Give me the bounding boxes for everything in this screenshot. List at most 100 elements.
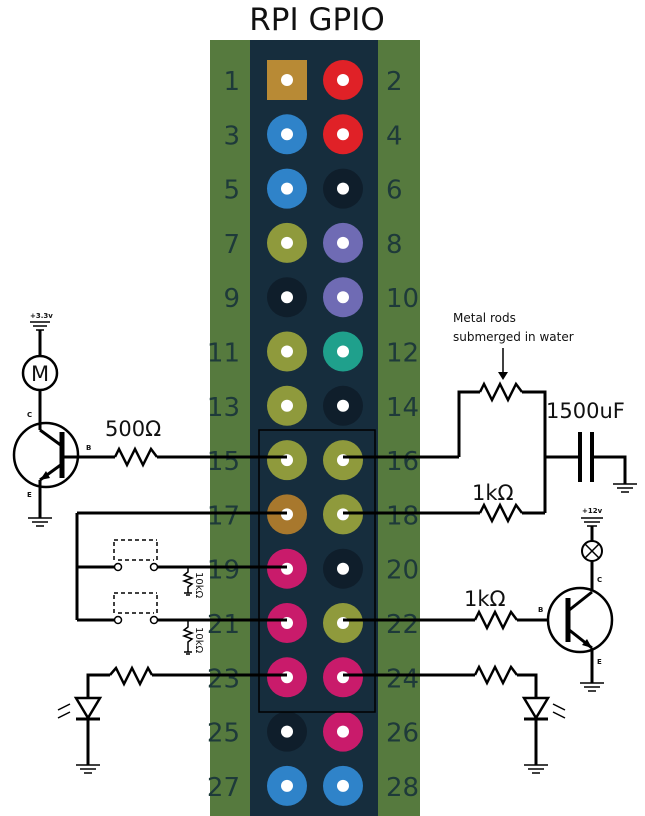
gpio-pin-3-number: 3 [223, 121, 240, 151]
gpio-pin-17-number: 17 [207, 501, 240, 531]
gpio-pin-10: 10 [323, 277, 419, 318]
gpio-pin-6-hole [337, 182, 349, 195]
gpio-pin-7-number: 7 [223, 230, 240, 260]
gpio-pin-25: 25 [207, 711, 307, 752]
gpio-pin-2-hole [337, 74, 349, 86]
gpio-pin-10-number: 10 [386, 284, 419, 314]
gpio-pin-23-hole [281, 671, 293, 684]
npn2-collector-label: C [597, 576, 602, 584]
gpio-pin-5-number: 5 [223, 176, 240, 206]
npn-base-label: B [86, 444, 91, 452]
gpio-pin-4-hole [337, 128, 349, 141]
gpio-pin-16-number: 16 [386, 447, 419, 477]
gpio-pin-11-hole [281, 345, 293, 358]
gpio-pin-7-hole [281, 236, 293, 249]
water-sensor-circuit: Metal rods submerged in water 1500uF 1kΩ [343, 311, 637, 524]
gpio-pin-27-hole [281, 779, 293, 792]
gpio-pin-8-hole [337, 236, 349, 249]
gpio-pin-14-hole [337, 399, 349, 412]
gpio-pin-18: 18 [323, 494, 419, 535]
gpio-pin-19-hole [281, 562, 293, 575]
gpio-pin-26: 26 [323, 711, 419, 752]
gpio-pin-25-hole [281, 725, 293, 738]
led-circuit-left [57, 665, 287, 774]
gpio-pin-18-number: 18 [386, 501, 419, 531]
gpio-pin-25-number: 25 [207, 719, 240, 749]
switch-circuit: 10kΩ 10kΩ [75, 511, 287, 655]
motor-circuit: +3.3v M C E B 500Ω [12, 312, 287, 527]
gpio-pin-10-hole [337, 291, 349, 304]
gpio-pin-20: 20 [323, 548, 419, 589]
pulldown-1-label: 10kΩ [193, 572, 204, 599]
gpio-pin-23: 23 [207, 657, 307, 698]
gpio-pin-15-number: 15 [207, 447, 240, 477]
push-switch-1 [113, 539, 159, 572]
gpio-pin-22: 22 [323, 603, 419, 643]
gpio-pin-20-number: 20 [386, 556, 419, 586]
gpio-pin-9-hole [281, 291, 293, 304]
diagram-title: RPI GPIO [249, 2, 385, 38]
gpio-pin-26-number: 26 [386, 719, 419, 749]
gpio-header-right-strip [378, 40, 420, 816]
capacitor-label: 1500uF [546, 399, 625, 423]
gpio-pin-1-number: 1 [223, 67, 240, 97]
gpio-pin-12-number: 12 [386, 339, 419, 369]
gpio-pin-9: 9 [223, 277, 307, 318]
water-sensor-label-1: Metal rods [453, 311, 516, 325]
resistor-led-left [109, 665, 154, 687]
gpio-pin-3: 3 [223, 114, 307, 155]
gpio-pin-19-number: 19 [207, 556, 240, 586]
gpio-pin-6-number: 6 [386, 176, 403, 206]
gpio-pin-14: 14 [323, 385, 419, 426]
gpio-pin-12-hole [337, 345, 349, 358]
resistor-1k-top-label: 1kΩ [472, 481, 514, 505]
resistor-1k-bottom [473, 609, 518, 631]
supply-3v3-label: +3.3v [30, 312, 53, 320]
gpio-pin-19: 19 [207, 548, 307, 589]
gpio-pin-13-hole [281, 399, 293, 412]
gpio-pin-4-number: 4 [386, 121, 403, 151]
motor-label: M [31, 362, 49, 386]
gpio-pin-21-number: 21 [207, 610, 240, 640]
gpio-pin-27: 27 [207, 765, 307, 806]
gpio-pin-20-hole [337, 562, 349, 575]
gpio-pin-13-number: 13 [207, 393, 240, 423]
gpio-pin-5: 5 [223, 168, 307, 209]
led-circuit-right [343, 664, 566, 774]
gpio-pin-24: 24 [323, 657, 419, 698]
gpio-pin-24-hole [337, 671, 349, 684]
npn-collector-label: C [27, 411, 32, 419]
resistor-led-right [473, 664, 518, 686]
resistor-1k-top [478, 502, 523, 524]
gpio-pin-15: 15 [207, 440, 307, 481]
led-right [521, 696, 551, 721]
resistor-1k-bottom-label: 1kΩ [464, 587, 506, 611]
gpio-pin-3-hole [281, 128, 293, 141]
gpio-pin-6: 6 [323, 168, 403, 209]
lamp-circuit: 1kΩ B +12v C E [343, 507, 614, 692]
gpio-pin-24-number: 24 [386, 664, 419, 694]
pulldown-2-label: 10kΩ [193, 627, 204, 654]
gpio-header-left-strip [210, 40, 250, 816]
gpio-pin-1: 1 [223, 60, 307, 100]
gpio-pin-28: 28 [323, 765, 419, 806]
water-sensor-label-2: submerged in water [453, 330, 574, 344]
gpio-pin-8-number: 8 [386, 230, 403, 260]
gpio-pin-28-number: 28 [386, 773, 419, 803]
gpio-pin-28-hole [337, 779, 349, 792]
supply-12v-label: +12v [582, 507, 603, 515]
gpio-pin-26-hole [337, 725, 349, 738]
gpio-pin-2-number: 2 [386, 67, 403, 97]
gpio-pin-23-number: 23 [207, 664, 240, 694]
gpio-pin-7: 7 [223, 222, 307, 263]
npn-transistor-2 [546, 586, 614, 654]
gpio-pin-12: 12 [323, 331, 419, 372]
gpio-pin-2: 2 [323, 60, 403, 100]
gpio-pin-21: 21 [207, 603, 307, 643]
push-switch-2 [113, 592, 159, 625]
npn2-base-label: B [538, 606, 543, 614]
gpio-pin-5-hole [281, 182, 293, 195]
gpio-pin-9-number: 9 [223, 284, 240, 314]
